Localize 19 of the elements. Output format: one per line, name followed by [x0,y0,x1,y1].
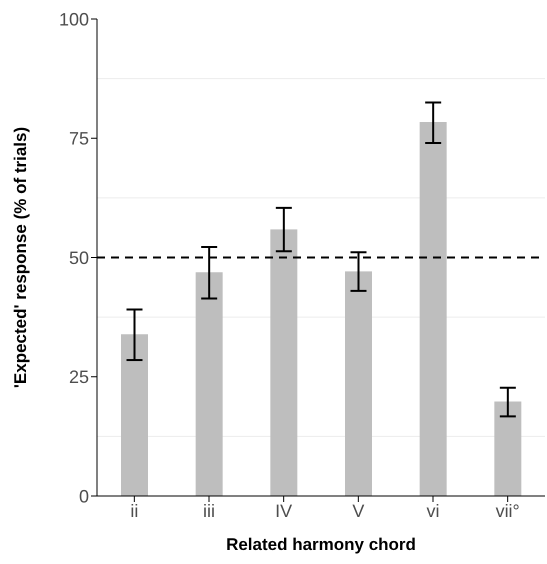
x-tick-label: vi [426,500,440,521]
y-tick-label: 100 [58,9,89,30]
y-tick-label: 25 [68,367,89,388]
y-axis-title: 'Expected' response (% of trials) [11,126,30,388]
bar [345,271,372,496]
x-tick-label: IV [275,500,292,521]
x-tick-label: ii [130,500,138,521]
y-tick-label: 0 [78,486,89,506]
x-tick-label: iii [203,500,215,521]
x-tick-label: V [352,500,364,521]
bar [270,229,298,496]
bar [196,272,223,496]
x-tick-label: vii° [496,500,520,521]
bar [121,334,148,496]
y-tick-label: 50 [68,248,89,268]
bar [420,122,447,496]
bar [494,402,522,496]
x-axis-title: Related harmony chord [226,535,416,554]
y-tick-label: 75 [68,128,89,149]
